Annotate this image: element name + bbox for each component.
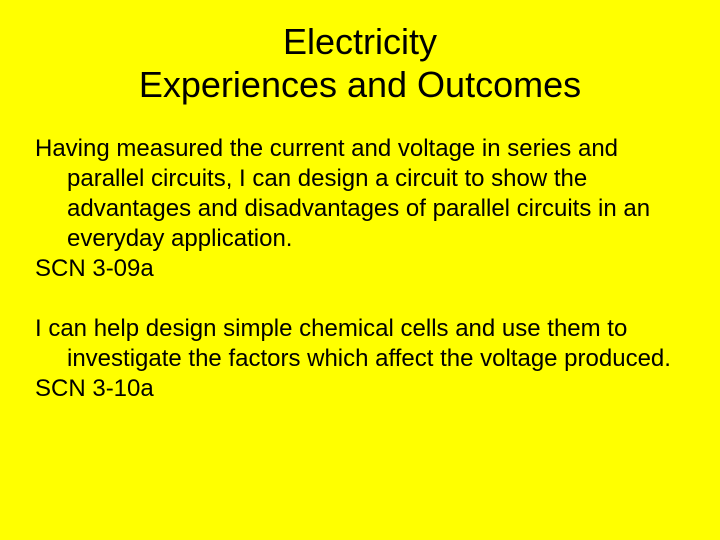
outcome-text: I can help design simple chemical cells … bbox=[35, 314, 685, 374]
outcome-code: SCN 3-09a bbox=[35, 254, 685, 284]
outcome-block-1: Having measured the current and voltage … bbox=[35, 134, 685, 284]
outcome-block-2: I can help design simple chemical cells … bbox=[35, 314, 685, 404]
title-line-2: Experiences and Outcomes bbox=[139, 64, 581, 105]
outcome-code: SCN 3-10a bbox=[35, 374, 685, 404]
outcome-text: Having measured the current and voltage … bbox=[35, 134, 685, 254]
slide-title: Electricity Experiences and Outcomes bbox=[35, 20, 685, 106]
title-line-1: Electricity bbox=[283, 21, 437, 62]
